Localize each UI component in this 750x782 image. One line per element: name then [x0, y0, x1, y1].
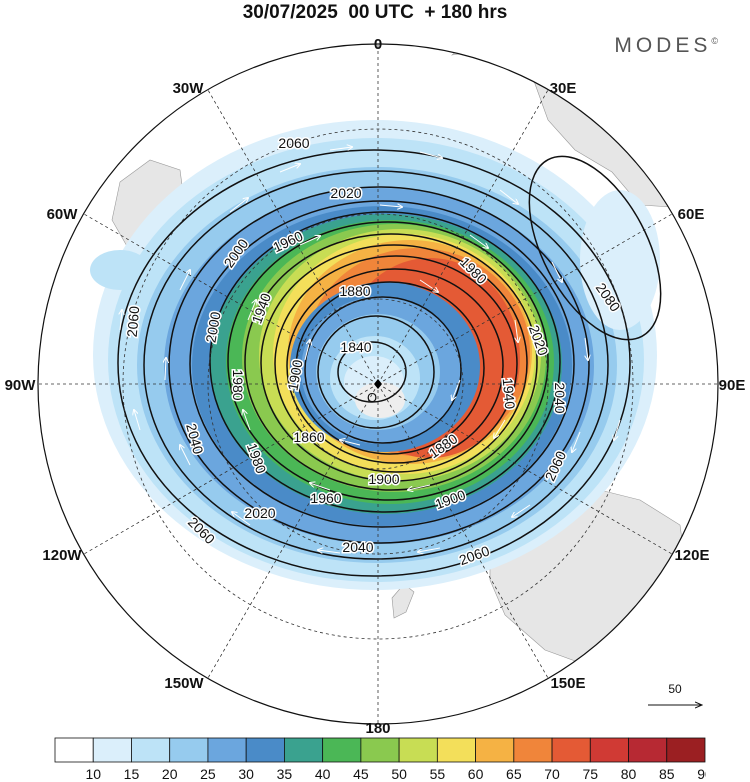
longitude-label: 90E	[719, 377, 746, 394]
longitude-label: 150W	[164, 675, 204, 692]
colorbar-box	[54, 737, 94, 763]
contour-label: 2020	[330, 185, 361, 201]
colorbar-tick-label: 30	[238, 766, 254, 781]
longitude-label: 90W	[5, 377, 37, 394]
colorbar-tick-label: 35	[277, 766, 293, 781]
colorbar-box	[131, 737, 171, 763]
colorbar-box	[169, 737, 209, 763]
contour-label: 2020	[244, 505, 275, 521]
contour-label: 1980	[230, 369, 246, 400]
colorbar-box	[360, 737, 400, 763]
longitude-label: 30E	[550, 80, 577, 97]
colorbar-box	[589, 737, 629, 763]
contour-label: 1860	[293, 429, 324, 445]
longitude-label: 0	[374, 36, 382, 53]
wind-speed-fill	[90, 120, 660, 590]
contour-label: 2040	[342, 539, 373, 555]
colorbar-box	[436, 737, 476, 763]
colorbar-tick-label: 55	[430, 766, 446, 781]
colorbar-box	[92, 737, 132, 763]
colorbar-box	[475, 737, 515, 763]
colorbar-tick-label: 50	[391, 766, 407, 781]
contour-label: 1880	[339, 283, 370, 299]
geopotential-contours	[117, 149, 662, 577]
pole-label: O	[367, 390, 377, 405]
contour-label: 1960	[310, 490, 341, 506]
colorbar-tick-label: 65	[506, 766, 522, 781]
brand-logo: MODES©	[614, 34, 718, 58]
contour-label: 2060	[124, 305, 143, 338]
colorbar-box	[207, 737, 247, 763]
pole-marker: O	[367, 379, 382, 405]
map-title: 30/07/2025 00 UTC + 180 hrs	[242, 2, 508, 23]
graticule	[38, 44, 718, 724]
colorbar-tick-label: 85	[659, 766, 675, 781]
contour-label: 2060	[278, 135, 309, 151]
map-disc: 1840 1860 1880 1880 1900 1900 1900 1940 …	[38, 44, 718, 724]
colorbar-tick-label: 90	[697, 766, 706, 781]
colorbar-box	[398, 737, 438, 763]
colorbar-box	[322, 737, 362, 763]
contour-label: 1900	[368, 471, 399, 487]
colorbar-boxes	[54, 737, 706, 763]
wind-vectors	[120, 99, 621, 553]
colorbar-box	[666, 737, 706, 763]
colorbar-tick-label: 25	[200, 766, 216, 781]
colorbar-box	[284, 737, 324, 763]
contour-label: 1840	[340, 339, 371, 355]
polar-map: 1840 1860 1880 1880 1900 1900 1900 1940 …	[5, 36, 746, 737]
colorbar-tick-label: 40	[315, 766, 331, 781]
colorbar-tick-label: 45	[353, 766, 369, 781]
colorbar-box	[628, 737, 668, 763]
colorbar-box	[551, 737, 591, 763]
colorbar-tick-label: 15	[124, 766, 140, 781]
map-border	[37, 43, 719, 725]
colorbar-tick-label: 70	[544, 766, 560, 781]
colorbar-labels: 10 15 20 25 30 35 40 45 50 55 60 65 70 75 80 85 90	[85, 766, 706, 781]
brand-text: MODES	[614, 34, 712, 57]
contour-label: 2040	[552, 382, 568, 413]
colorbar: 10 15 20 25 30 35 40 45 50 55 60 65 70 75 80 85 90	[54, 737, 706, 781]
longitude-label: 150E	[550, 675, 585, 692]
longitude-labels: 0 30E 60E 90E 120E 150E 180 150W 120W 90…	[5, 36, 746, 737]
reference-vector-label: 50	[668, 682, 682, 696]
colorbar-tick-label: 80	[621, 766, 637, 781]
colorbar-tick-label: 60	[468, 766, 484, 781]
colorbar-tick-label: 10	[85, 766, 101, 781]
longitude-label: 180	[365, 720, 390, 737]
longitude-label: 60E	[678, 206, 705, 223]
colorbar-box	[513, 737, 553, 763]
colorbar-tick-label: 20	[162, 766, 178, 781]
colorbar-box	[245, 737, 285, 763]
longitude-label: 60W	[47, 206, 79, 223]
longitude-label: 120W	[42, 547, 82, 564]
reference-vector: 50	[648, 682, 702, 705]
colorbar-tick-label: 75	[583, 766, 599, 781]
contour-label: 1940	[500, 377, 519, 410]
longitude-label: 120E	[674, 547, 709, 564]
longitude-label: 30W	[173, 80, 205, 97]
copyright-mark: ©	[711, 36, 718, 46]
